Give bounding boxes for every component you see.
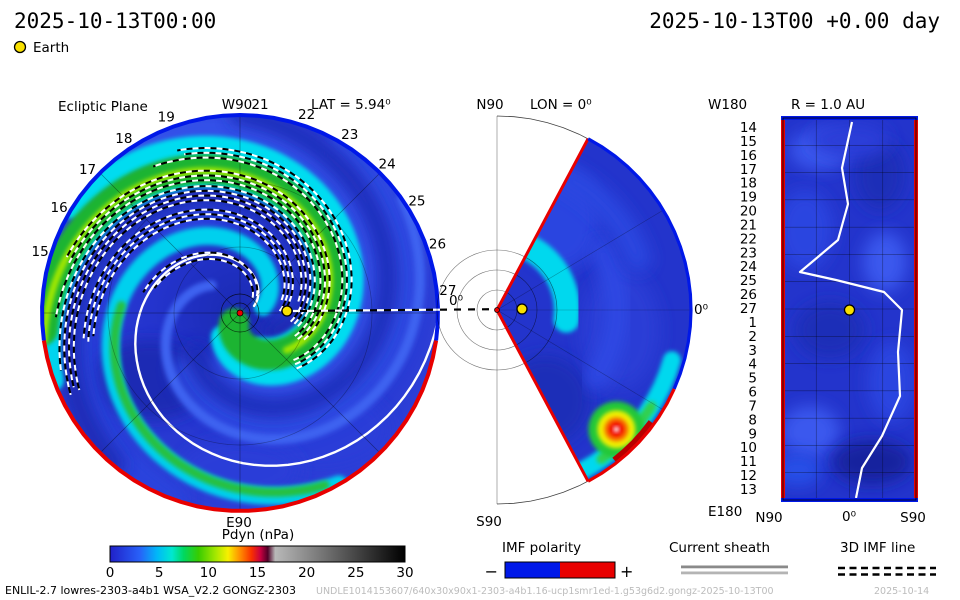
radial-day-tick-label: 19 — [740, 190, 757, 206]
radial-day-tick-label: 9 — [748, 426, 757, 442]
radial-panel-title: R = 1.0 AU — [791, 97, 865, 113]
imf-positive-swatch — [560, 562, 615, 578]
radial-day-tick-label: 24 — [740, 259, 757, 275]
radial-axis-n90-label: N90 — [755, 510, 782, 526]
ecliptic-day-tick-label: 16 — [51, 200, 68, 216]
ecliptic-day-tick-label: 27 — [439, 283, 456, 299]
radial-day-tick-label: 2 — [748, 329, 757, 345]
ecliptic-panel-title: Ecliptic Plane — [58, 99, 148, 115]
imf-minus-sign: − — [485, 562, 498, 581]
earth-direction-line — [292, 307, 518, 313]
ecliptic-day-tick-label: 18 — [115, 131, 132, 147]
radial-day-tick-label: 17 — [740, 162, 757, 178]
radial-day-tick-label: 16 — [740, 148, 757, 164]
ecliptic-day-tick-label: 17 — [79, 162, 96, 178]
radial-day-tick-label: 15 — [740, 134, 757, 150]
ecliptic-west-label: W90 — [222, 97, 253, 113]
imf-plus-sign: + — [620, 562, 633, 581]
meridional-north-label: N90 — [476, 97, 503, 113]
colorbar: 0 5 10 15 20 25 30 — [106, 545, 414, 581]
current-sheet-line — [798, 121, 904, 499]
meridional-lon-label: LON = 0⁰ — [530, 97, 592, 113]
colorbar-tick-label: 20 — [298, 565, 315, 581]
radial-map-plot: 1415161718192021222324252627123456789101… — [740, 116, 918, 502]
forecast-time-label: 2025-10-13T00 +0.00 day — [649, 9, 940, 33]
imf-swatch-outline — [504, 561, 616, 579]
meridional-equator-zero-label: 0⁰ — [694, 302, 708, 318]
run-id-watermark: UNDLE1014153607/640x30x90x1-2303-a4b1.16… — [316, 586, 774, 597]
imf-polarity-legend-title: IMF polarity — [502, 540, 581, 556]
plot-layer: 1516171819212223242526271415161718192021… — [32, 97, 918, 581]
current-sheath-sample-line-top — [681, 565, 788, 569]
ecliptic-day-tick-label: 22 — [298, 107, 315, 123]
current-sheath-legend-title: Current sheath — [669, 540, 770, 556]
radial-day-tick-label: 12 — [740, 468, 757, 484]
radial-day-tick-label: 4 — [748, 357, 757, 373]
radial-day-tick-label: 26 — [740, 287, 757, 303]
radial-day-tick-label: 8 — [748, 412, 757, 428]
meridional-plane-plot — [436, 115, 693, 505]
radial-day-tick-label: 1 — [748, 315, 757, 331]
earth-marker-ecliptic — [281, 305, 293, 317]
radial-day-tick-label: 13 — [740, 482, 757, 498]
ecliptic-day-tick-label: 19 — [158, 109, 175, 125]
colorbar-tick-label: 10 — [200, 565, 217, 581]
radial-day-tick-label: 27 — [740, 301, 757, 317]
ecliptic-day-tick-label: 15 — [32, 244, 49, 260]
colorbar-tick-label: 30 — [396, 565, 413, 581]
imf-line-legend-title: 3D IMF line — [840, 540, 915, 556]
radial-day-tick-label: 18 — [740, 176, 757, 192]
radial-day-tick-label: 21 — [740, 217, 757, 233]
earth-marker-meridional — [516, 303, 528, 315]
sun-marker-meridional — [494, 307, 500, 313]
radial-west-label: W180 — [708, 97, 747, 113]
current-time-label: 2025-10-13T00:00 — [14, 9, 216, 33]
radial-day-tick-label: 14 — [740, 120, 757, 136]
ecliptic-lat-label: LAT = 5.94⁰ — [311, 97, 391, 113]
ecliptic-plane-plot: 15 16 17 18 19 21 22 23 24 25 26 27 — [32, 97, 456, 513]
colorbar-tick-label: 15 — [249, 565, 266, 581]
earth-marker-radial — [843, 304, 856, 316]
radial-axis-zero-label: 0⁰ — [842, 509, 856, 525]
earth-legend-label: Earth — [33, 40, 69, 56]
colorbar-title: Pdyn (nPa) — [222, 527, 294, 543]
radial-day-tick-label: 11 — [740, 454, 757, 470]
radial-day-tick-label: 6 — [748, 385, 757, 401]
sun-marker-ecliptic — [236, 309, 244, 317]
ecliptic-day-tick-label: 25 — [408, 194, 425, 210]
ecliptic-day-tick-label: 24 — [379, 157, 396, 173]
radial-day-tick-label: 10 — [740, 440, 757, 456]
radial-day-tick-label: 7 — [748, 398, 757, 414]
earth-legend-icon — [13, 40, 27, 54]
model-info-label: ENLIL-2.7 lowres-2303-a4b1 WSA_V2.2 GONG… — [5, 584, 296, 597]
colorbar-tick-label: 0 — [106, 565, 115, 581]
ecliptic-east-label: E90 — [226, 515, 252, 531]
current-sheath-sample-line-bottom — [681, 571, 788, 575]
meridional-south-label: S90 — [476, 514, 502, 530]
run-date-watermark: 2025-10-14 — [874, 586, 929, 597]
ecliptic-day-tick-label: 26 — [429, 237, 446, 253]
colorbar-tick-label: 25 — [347, 565, 364, 581]
colorbar-gradient — [109, 545, 406, 563]
radial-day-tick-label: 3 — [748, 343, 757, 359]
radial-day-tick-label: 23 — [740, 245, 757, 261]
radial-day-tick-label: 20 — [740, 204, 757, 220]
meridional-apex-zero-label: 0⁰ — [449, 293, 463, 309]
colorbar-tick-label: 5 — [155, 565, 164, 581]
radial-day-tick-label: 22 — [740, 231, 757, 247]
ecliptic-day-tick-label: 23 — [341, 127, 358, 143]
radial-axis-s90-label: S90 — [900, 510, 926, 526]
imf-negative-swatch — [505, 562, 560, 578]
radial-day-tick-label: 5 — [748, 371, 757, 387]
radial-day-tick-label: 25 — [740, 273, 757, 289]
radial-east-label: E180 — [708, 504, 742, 520]
ecliptic-day-tick-label: 21 — [251, 97, 268, 113]
